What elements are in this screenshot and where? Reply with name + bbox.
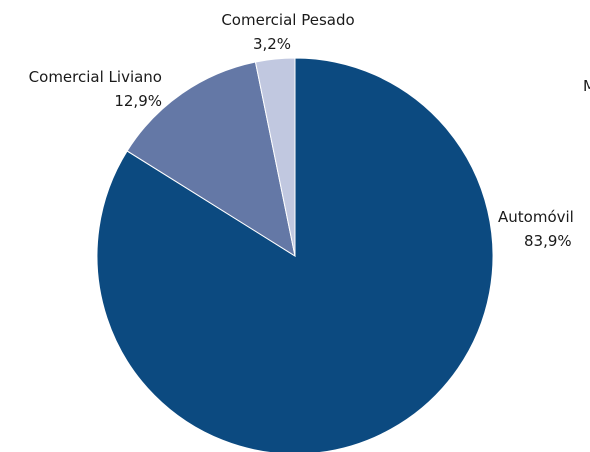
- slice-label-comercial-pesado: Comercial Pesado: [221, 11, 354, 29]
- pie-slice-comercial-pesado: [254, 57, 296, 257]
- slice-value-comercial-liviano: 12,9%: [114, 92, 162, 110]
- pie-slice-comercial-liviano: [126, 61, 296, 258]
- slice-label-automovil: Automóvil: [498, 208, 574, 226]
- slice-label-comercial-liviano: Comercial Liviano: [29, 68, 162, 86]
- slice-value-comercial-pesado: 3,2%: [253, 35, 291, 53]
- pie-slices: [96, 57, 494, 452]
- truncated-edge-text: M: [583, 77, 590, 95]
- slice-value-automovil: 83,9%: [524, 232, 572, 250]
